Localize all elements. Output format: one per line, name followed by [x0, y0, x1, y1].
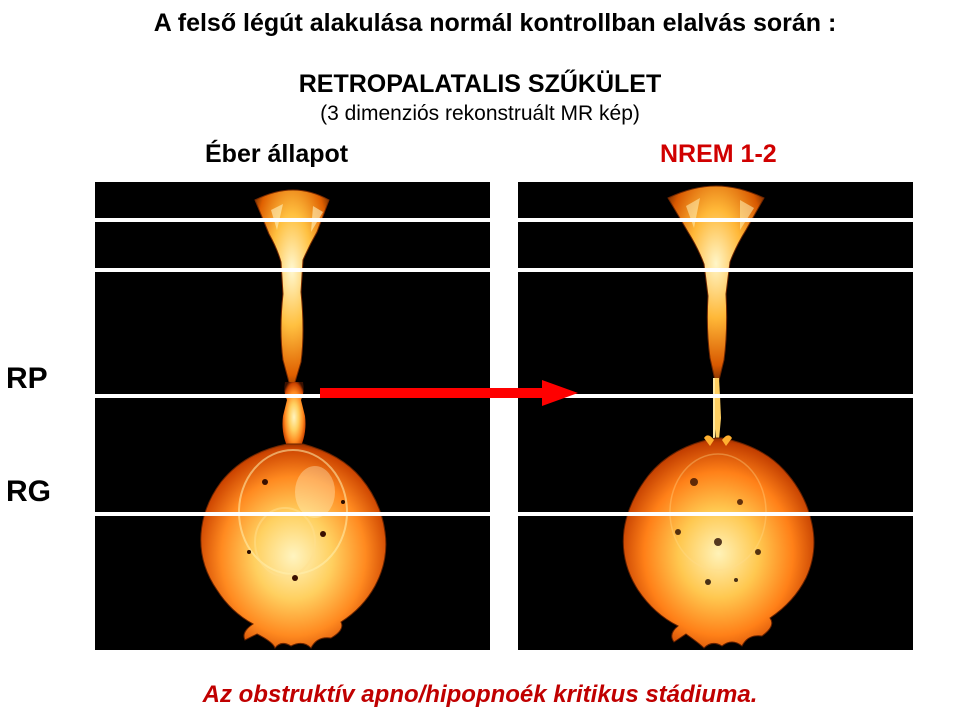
slide-subtitle: RETROPALATALIS SZŰKÜLET	[0, 70, 960, 99]
reference-line	[518, 218, 913, 222]
reference-line	[518, 512, 913, 516]
airway-render-nrem	[518, 182, 913, 650]
column-label-awake: Éber állapot	[205, 140, 348, 169]
arrow-shaft	[320, 388, 544, 398]
reference-line	[518, 268, 913, 272]
column-label-nrem: NREM 1-2	[660, 140, 777, 169]
footer-caption: Az obstruktív apno/hipopnoék kritikus st…	[0, 681, 960, 709]
reference-line	[95, 268, 490, 272]
airway-render-awake	[95, 182, 490, 650]
arrow-head-icon	[542, 380, 578, 406]
panel-awake	[95, 182, 490, 650]
slide-subcaption: (3 dimenziós rekonstruált MR kép)	[0, 102, 960, 126]
panel-nrem	[518, 182, 913, 650]
slide-title: A felső légút alakulása normál kontrollb…	[70, 8, 920, 39]
rp-axis-label: RP	[6, 362, 48, 396]
rg-axis-label: RG	[6, 475, 51, 509]
reference-line	[95, 218, 490, 222]
reference-line	[95, 512, 490, 516]
narrowing-arrow	[320, 380, 580, 406]
